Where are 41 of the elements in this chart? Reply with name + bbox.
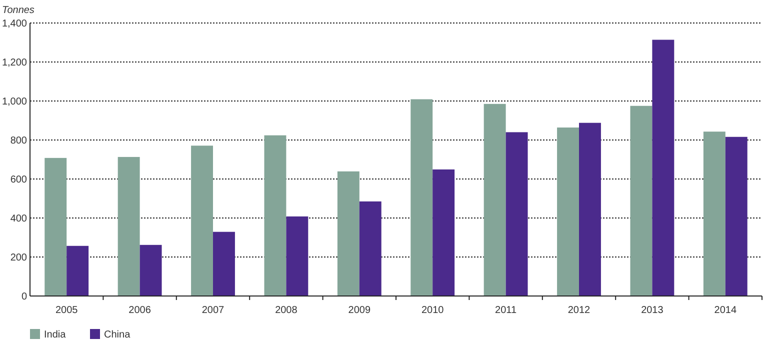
x-tick-label: 2012 [568, 305, 591, 316]
y-tick-label: 1,400 [2, 18, 28, 30]
x-tick-label: 2014 [714, 305, 737, 316]
y-tick-label: 1,000 [2, 96, 28, 108]
bar [410, 99, 433, 296]
bar [286, 216, 308, 296]
bar [44, 158, 67, 296]
y-tick-label: 600 [10, 174, 28, 186]
bar [506, 132, 528, 296]
y-tick-label: 800 [10, 136, 28, 146]
x-tick-label: 2008 [275, 305, 298, 316]
y-tick-label: 1,200 [2, 58, 28, 68]
bar [66, 246, 89, 296]
bar [264, 135, 286, 296]
bar [703, 132, 726, 296]
x-tick-label: 2007 [202, 305, 225, 316]
bar [213, 232, 235, 296]
bar [652, 40, 674, 296]
x-tick-label: 2011 [495, 305, 517, 316]
bar [191, 146, 213, 296]
bar [118, 156, 140, 296]
y-tick-label: 0 [21, 292, 28, 302]
bar [337, 171, 360, 296]
bar [140, 244, 162, 296]
bar [432, 169, 455, 296]
x-tick-label: 2013 [641, 305, 664, 316]
x-tick-label: 2005 [55, 305, 78, 316]
x-tick-label: 2010 [421, 305, 444, 316]
y-tick-label: 200 [10, 252, 28, 264]
x-tick-label: 2009 [348, 305, 371, 316]
y-axis-title: Tonnes [2, 5, 34, 16]
bar [484, 104, 506, 296]
bar [557, 128, 579, 296]
bar [579, 122, 601, 296]
bar [630, 106, 652, 296]
bar [725, 136, 748, 296]
legend-label: China [104, 330, 131, 340]
x-tick-label: 2006 [128, 305, 152, 316]
legend-label: India [44, 330, 66, 340]
y-tick-label: 400 [10, 214, 28, 224]
bar [359, 201, 382, 296]
